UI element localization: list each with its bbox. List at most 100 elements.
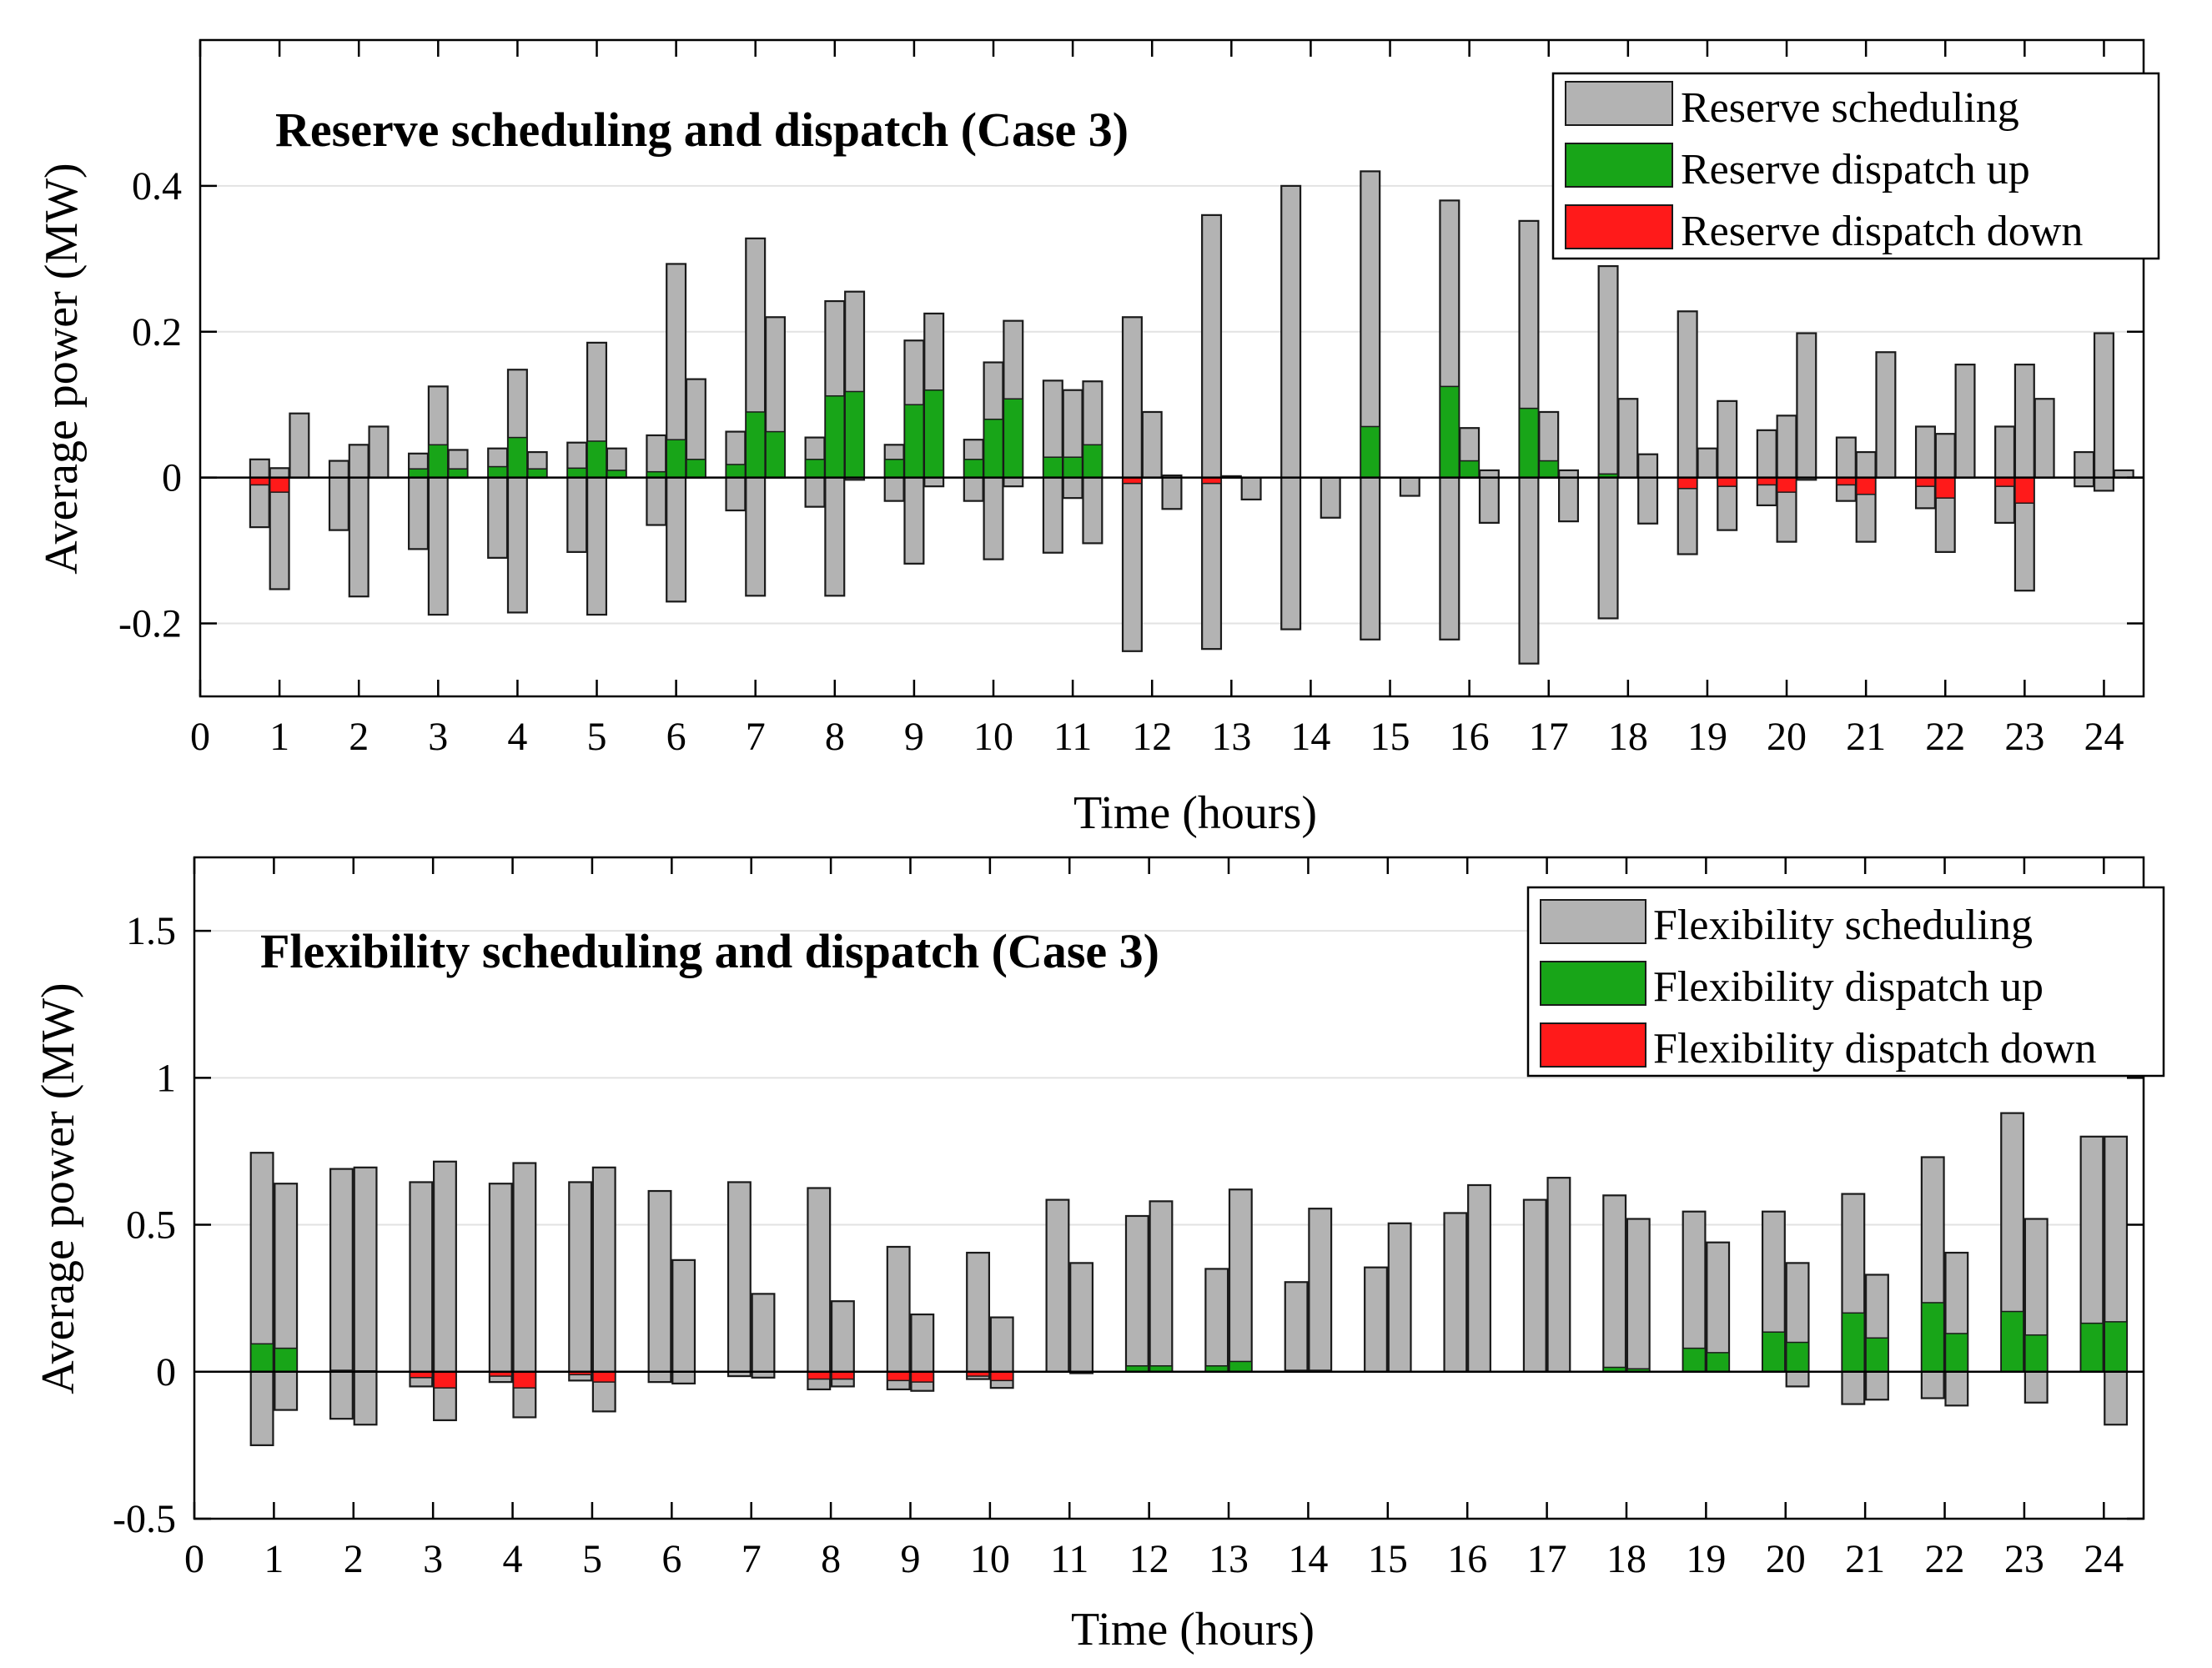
dispatch-down-bar — [1717, 476, 1737, 487]
scheduling-bar — [1124, 1214, 1149, 1373]
x-tick-label: 2 — [344, 1537, 364, 1581]
scheduling-bar — [1121, 316, 1143, 652]
scheduling-bar — [1546, 1177, 1571, 1373]
x-tick-label: 15 — [1370, 715, 1410, 759]
scheduling-bar — [1677, 310, 1698, 555]
scheduling-bar — [1443, 1212, 1468, 1373]
x-tick-label: 7 — [746, 715, 766, 759]
dispatch-up-bar — [1360, 425, 1380, 479]
scheduling-bar — [751, 1293, 776, 1379]
dispatch-up-bar — [249, 1343, 274, 1373]
legend: Reserve scheduling Reserve dispatch up R… — [1551, 72, 2160, 260]
y-axis-label: Average power (MW) — [36, 163, 88, 574]
legend-label-dispatch-down: Reserve dispatch down — [1681, 208, 2083, 255]
dispatch-up-bar — [745, 411, 766, 479]
scheduling-bar — [1597, 264, 1619, 620]
dispatch-up-bar — [2000, 1310, 2024, 1373]
x-tick-label: 3 — [428, 715, 448, 759]
x-tick-label: 13 — [1209, 1537, 1249, 1581]
scheduling-bar — [1069, 1262, 1094, 1374]
legend-label-scheduling: Flexibility scheduling — [1653, 902, 2033, 949]
dispatch-up-bar — [824, 394, 845, 479]
legend-swatch-dispatch-down — [1540, 1022, 1646, 1068]
dispatch-down-bar — [1757, 476, 1777, 486]
dispatch-up-bar — [963, 459, 984, 479]
x-axis-label: Time (hours) — [1071, 1604, 1315, 1655]
scheduling-bar — [1360, 170, 1381, 641]
dispatch-up-bar — [1841, 1312, 1865, 1373]
dispatch-up-bar — [883, 459, 905, 479]
dispatch-down-bar — [1855, 476, 1877, 495]
axes-frame — [193, 856, 2145, 1520]
dispatch-up-bar — [765, 430, 786, 479]
scheduling-bar — [249, 1152, 274, 1446]
dispatch-up-bar — [1062, 456, 1083, 479]
dispatch-down-bar — [592, 1371, 616, 1383]
dispatch-up-bar — [903, 404, 925, 479]
x-axis-ticks: 0 1 2 3 4 5 6 7 8 9 10 11 12 13 14 15 16 17 18 19 20 21 22 23 24 — [190, 40, 2124, 759]
scheduling-bar — [586, 341, 608, 616]
scheduling-bar — [1364, 1266, 1388, 1373]
legend-label-dispatch-up: Flexibility dispatch up — [1653, 963, 2044, 1011]
x-tick-label: 10 — [973, 715, 1013, 759]
dispatch-up-bar — [507, 436, 528, 479]
dispatch-down-bar — [1836, 476, 1857, 486]
legend-label-dispatch-up: Reserve dispatch up — [1681, 146, 2030, 193]
dispatch-down-bar — [910, 1371, 934, 1383]
dispatch-up-bar — [606, 470, 627, 479]
chart-title: Reserve scheduling and dispatch (Case 3) — [275, 103, 1129, 157]
x-tick-label: 19 — [1687, 715, 1727, 759]
scheduling-bar — [269, 467, 290, 590]
dispatch-up-bar — [725, 464, 747, 479]
x-tick-label: 17 — [1529, 715, 1569, 759]
dispatch-down-bar — [512, 1371, 536, 1389]
dispatch-up-bar — [527, 468, 548, 479]
x-tick-label: 23 — [2004, 715, 2044, 759]
x-tick-label: 10 — [970, 1537, 1010, 1581]
scheduling-bar — [2113, 469, 2134, 479]
legend-swatch-scheduling — [1540, 899, 1646, 944]
scheduling-bar — [353, 1166, 378, 1426]
y-tick-label: 1 — [156, 1056, 176, 1100]
legend-label-dispatch-down: Flexibility dispatch down — [1653, 1025, 2097, 1073]
scheduling-bar — [2074, 450, 2095, 488]
dispatch-down-bar — [1994, 476, 2015, 487]
x-tick-label: 20 — [1766, 1537, 1806, 1581]
scheduling-bar — [1161, 474, 1183, 510]
dispatch-down-bar — [269, 476, 290, 493]
dispatch-down-bar — [1935, 476, 1956, 499]
x-tick-label: 5 — [582, 1537, 602, 1581]
x-tick-label: 3 — [423, 1537, 443, 1581]
scheduling-bar — [409, 1181, 434, 1388]
dispatch-up-bar — [983, 418, 1004, 479]
dispatch-down-bar — [249, 476, 270, 486]
dispatch-up-bar — [586, 440, 607, 479]
x-tick-label: 24 — [2084, 1537, 2124, 1581]
scheduling-bar — [249, 458, 270, 529]
legend-swatch-dispatch-up — [1540, 961, 1646, 1006]
x-tick-label: 1 — [264, 1537, 284, 1581]
scheduling-bar — [1387, 1222, 1412, 1373]
x-tick-label: 23 — [2004, 1537, 2044, 1581]
scheduling-bar — [1602, 1194, 1627, 1373]
dispatch-up-bar — [844, 390, 865, 479]
scheduling-bar — [506, 369, 528, 614]
scheduling-bar — [1626, 1218, 1651, 1373]
scheduling-bar — [1835, 436, 1857, 502]
scheduling-bar — [1240, 476, 1262, 501]
x-tick-label: 6 — [666, 715, 686, 759]
legend-label-scheduling: Reserve scheduling — [1681, 84, 2019, 132]
dispatch-up-bar — [428, 444, 449, 479]
dispatch-up-bar — [2024, 1334, 2049, 1373]
y-axis-label: Average power (MW) — [33, 982, 84, 1394]
x-axis-label: Time (hours) — [1073, 787, 1317, 839]
scheduling-bar — [886, 1245, 911, 1391]
x-tick-label: 4 — [507, 715, 527, 759]
scheduling-bar — [1399, 476, 1420, 497]
dispatch-up-bar — [1003, 398, 1023, 479]
x-tick-label: 2 — [349, 715, 369, 759]
scheduling-bar — [2093, 332, 2114, 492]
scheduling-bar — [726, 1181, 752, 1378]
dispatch-down-bar — [2014, 476, 2035, 505]
dispatch-up-bar — [2104, 1321, 2128, 1373]
